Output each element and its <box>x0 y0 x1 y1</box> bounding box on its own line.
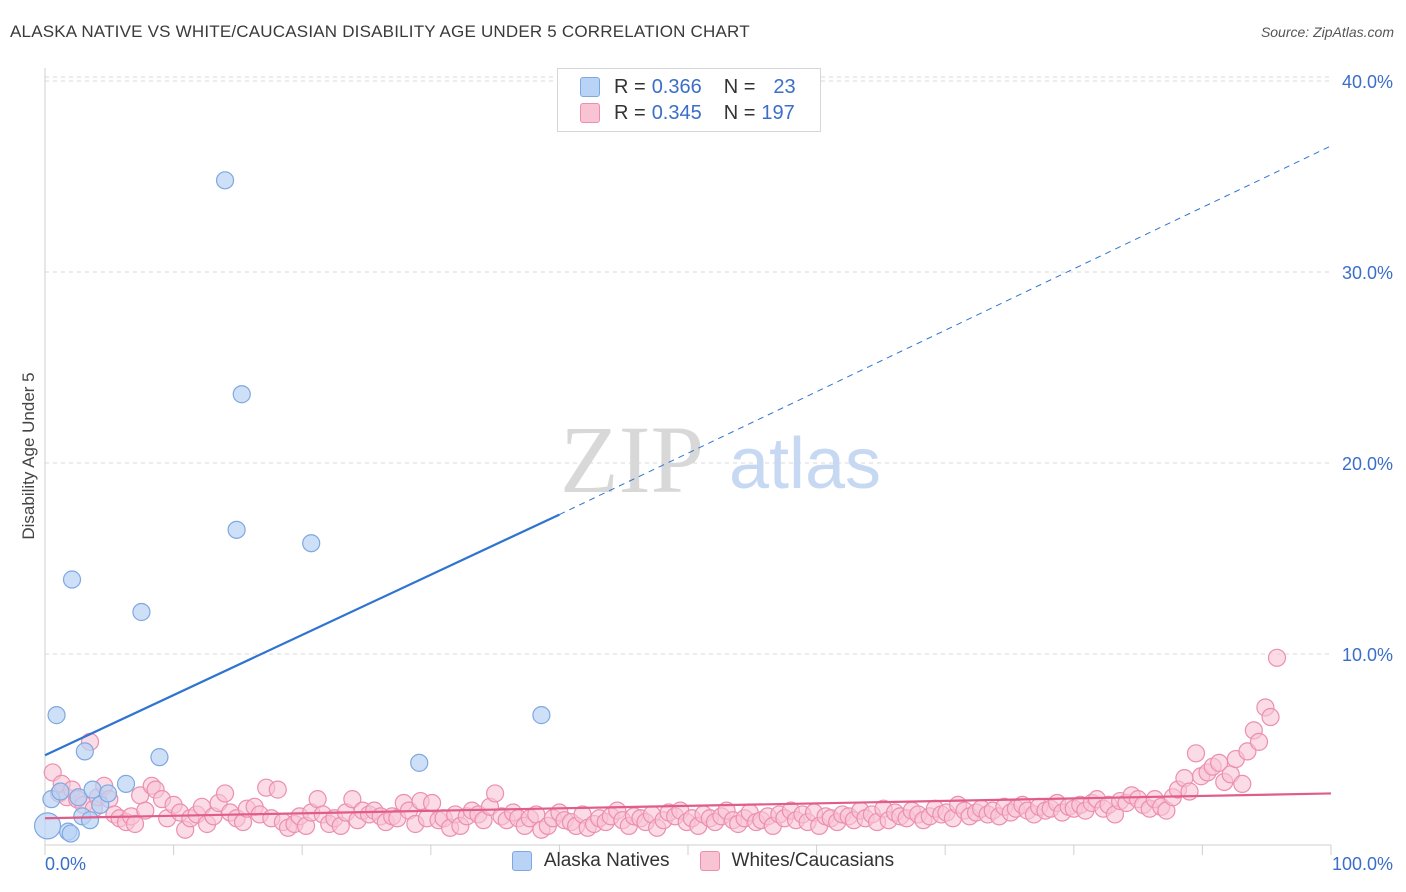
axes <box>44 68 1332 855</box>
trend-line-alaska-natives-extension <box>559 145 1332 516</box>
data-point-alaska-natives <box>532 706 551 725</box>
legend-r-label: R = <box>614 101 646 124</box>
data-point-alaska-natives <box>61 824 80 843</box>
y-tick-label: 30.0% <box>1342 263 1393 283</box>
trend-line-whites-caucasians <box>44 792 1332 820</box>
data-point-alaska-natives <box>132 602 151 622</box>
legend-item-whites-caucasians: Whites/Caucasians <box>699 850 895 872</box>
legend-swatch-blue <box>511 851 532 871</box>
data-point-whites-caucasians <box>136 801 155 820</box>
series-legend: Alaska Natives Whites/Caucasians <box>0 850 1406 872</box>
data-point-alaska-natives <box>33 812 62 840</box>
data-point-whites-caucasians <box>486 784 505 803</box>
data-point-whites-caucasians <box>1233 774 1252 793</box>
legend-n-value: 197 <box>761 101 795 124</box>
x-tick-label-min: 0.0% <box>45 854 86 874</box>
data-point-whites-caucasians <box>1186 744 1206 763</box>
data-point-whites-caucasians <box>215 784 235 803</box>
watermark-atlas: atlas <box>729 424 881 504</box>
chart-title: ALASKA NATIVE VS WHITE/CAUCASIAN DISABIL… <box>10 22 750 41</box>
data-point-alaska-natives <box>51 782 70 801</box>
data-point-alaska-natives <box>47 706 66 725</box>
data-point-alaska-natives <box>62 570 82 589</box>
trend-lines <box>44 145 1332 820</box>
data-point-alaska-natives <box>302 534 321 553</box>
grid-lines <box>45 76 1331 655</box>
legend-n-label: N = <box>723 101 756 124</box>
y-tick-label: 20.0% <box>1342 454 1393 474</box>
correlation-legend: R = 0.366 N = 23 R = 0.345 N = 197 <box>557 68 821 132</box>
y-axis-label: Disability Age Under 5 <box>19 372 38 539</box>
data-point-whites-caucasians <box>1267 648 1287 667</box>
data-point-alaska-natives <box>69 788 88 807</box>
data-point-whites-caucasians <box>1180 782 1199 801</box>
legend-swatch-pink <box>699 851 720 871</box>
data-point-whites-caucasians <box>308 790 327 809</box>
y-tick-label: 10.0% <box>1342 645 1393 665</box>
legend-swatch-blue <box>580 77 600 97</box>
series-alaska-natives <box>33 171 551 843</box>
data-point-alaska-natives <box>232 385 251 404</box>
legend-label: Alaska Natives <box>543 850 670 871</box>
watermark: ZIP atlas <box>560 406 881 513</box>
watermark-zip: ZIP <box>560 406 704 513</box>
data-point-whites-caucasians <box>268 780 287 799</box>
data-point-alaska-natives <box>116 774 136 793</box>
data-point-whites-caucasians <box>1261 707 1280 727</box>
legend-r-value: 0.366 <box>651 75 702 98</box>
data-point-alaska-natives <box>150 748 169 767</box>
legend-item-alaska-natives: Alaska Natives <box>511 850 670 872</box>
series-whites-caucasians <box>43 648 1287 839</box>
data-point-alaska-natives <box>227 520 246 539</box>
data-point-whites-caucasians <box>343 790 362 809</box>
data-point-alaska-natives <box>83 780 102 799</box>
axis-labels: 10.0% 20.0% 30.0% 40.0% 0.0% 100.0% Disability… <box>19 72 1393 874</box>
legend-n-value: 23 <box>773 75 796 98</box>
legend-r-label: R = <box>614 75 646 98</box>
legend-row-whites-caucasians: R = 0.345 N = 197 <box>580 101 795 125</box>
legend-swatch-pink <box>580 103 600 123</box>
data-point-whites-caucasians <box>422 793 442 813</box>
data-point-alaska-natives <box>410 753 429 772</box>
data-point-alaska-natives <box>80 811 100 830</box>
x-tick-label-max: 100.0% <box>1332 854 1393 874</box>
y-tick-label: 40.0% <box>1342 72 1393 92</box>
data-point-alaska-natives <box>98 784 118 803</box>
data-point-whites-caucasians <box>1249 732 1269 751</box>
legend-row-alaska-natives: R = 0.366 N = 23 <box>580 75 796 99</box>
data-point-alaska-natives <box>215 171 235 190</box>
trend-line-alaska-natives <box>44 513 560 757</box>
legend-r-value: 0.345 <box>651 101 702 124</box>
data-point-alaska-natives <box>75 742 94 761</box>
legend-n-label: N = <box>723 75 756 98</box>
legend-label: Whites/Caucasians <box>731 850 895 871</box>
source-label: Source: ZipAtlas.com <box>1260 24 1394 40</box>
